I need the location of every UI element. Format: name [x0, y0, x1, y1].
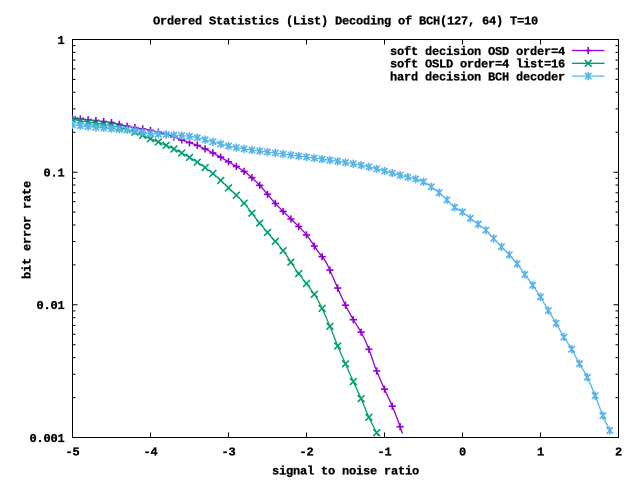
- svg-text:hard decision BCH decoder: hard decision BCH decoder: [390, 70, 565, 84]
- svg-text:-5: -5: [65, 446, 79, 460]
- svg-text:0.1: 0.1: [43, 166, 64, 180]
- svg-text:1: 1: [57, 34, 64, 48]
- svg-text:0: 0: [459, 446, 466, 460]
- svg-text:0.001: 0.001: [29, 432, 64, 446]
- svg-text:-4: -4: [143, 446, 157, 460]
- svg-text:-3: -3: [221, 446, 235, 460]
- svg-text:soft OSLD order=4 list=16: soft OSLD order=4 list=16: [390, 58, 565, 72]
- svg-text:bit error rate: bit error rate: [21, 181, 35, 279]
- svg-text:2: 2: [615, 446, 622, 460]
- svg-text:0.01: 0.01: [36, 299, 64, 313]
- svg-text:-2: -2: [299, 446, 313, 460]
- svg-text:-1: -1: [377, 446, 391, 460]
- svg-text:1: 1: [537, 446, 544, 460]
- svg-text:signal to noise ratio: signal to noise ratio: [272, 465, 419, 479]
- svg-text:Ordered Statistics (List) Deco: Ordered Statistics (List) Decoding of BC…: [153, 15, 538, 29]
- svg-text:soft decision OSD order=4: soft decision OSD order=4: [390, 45, 565, 59]
